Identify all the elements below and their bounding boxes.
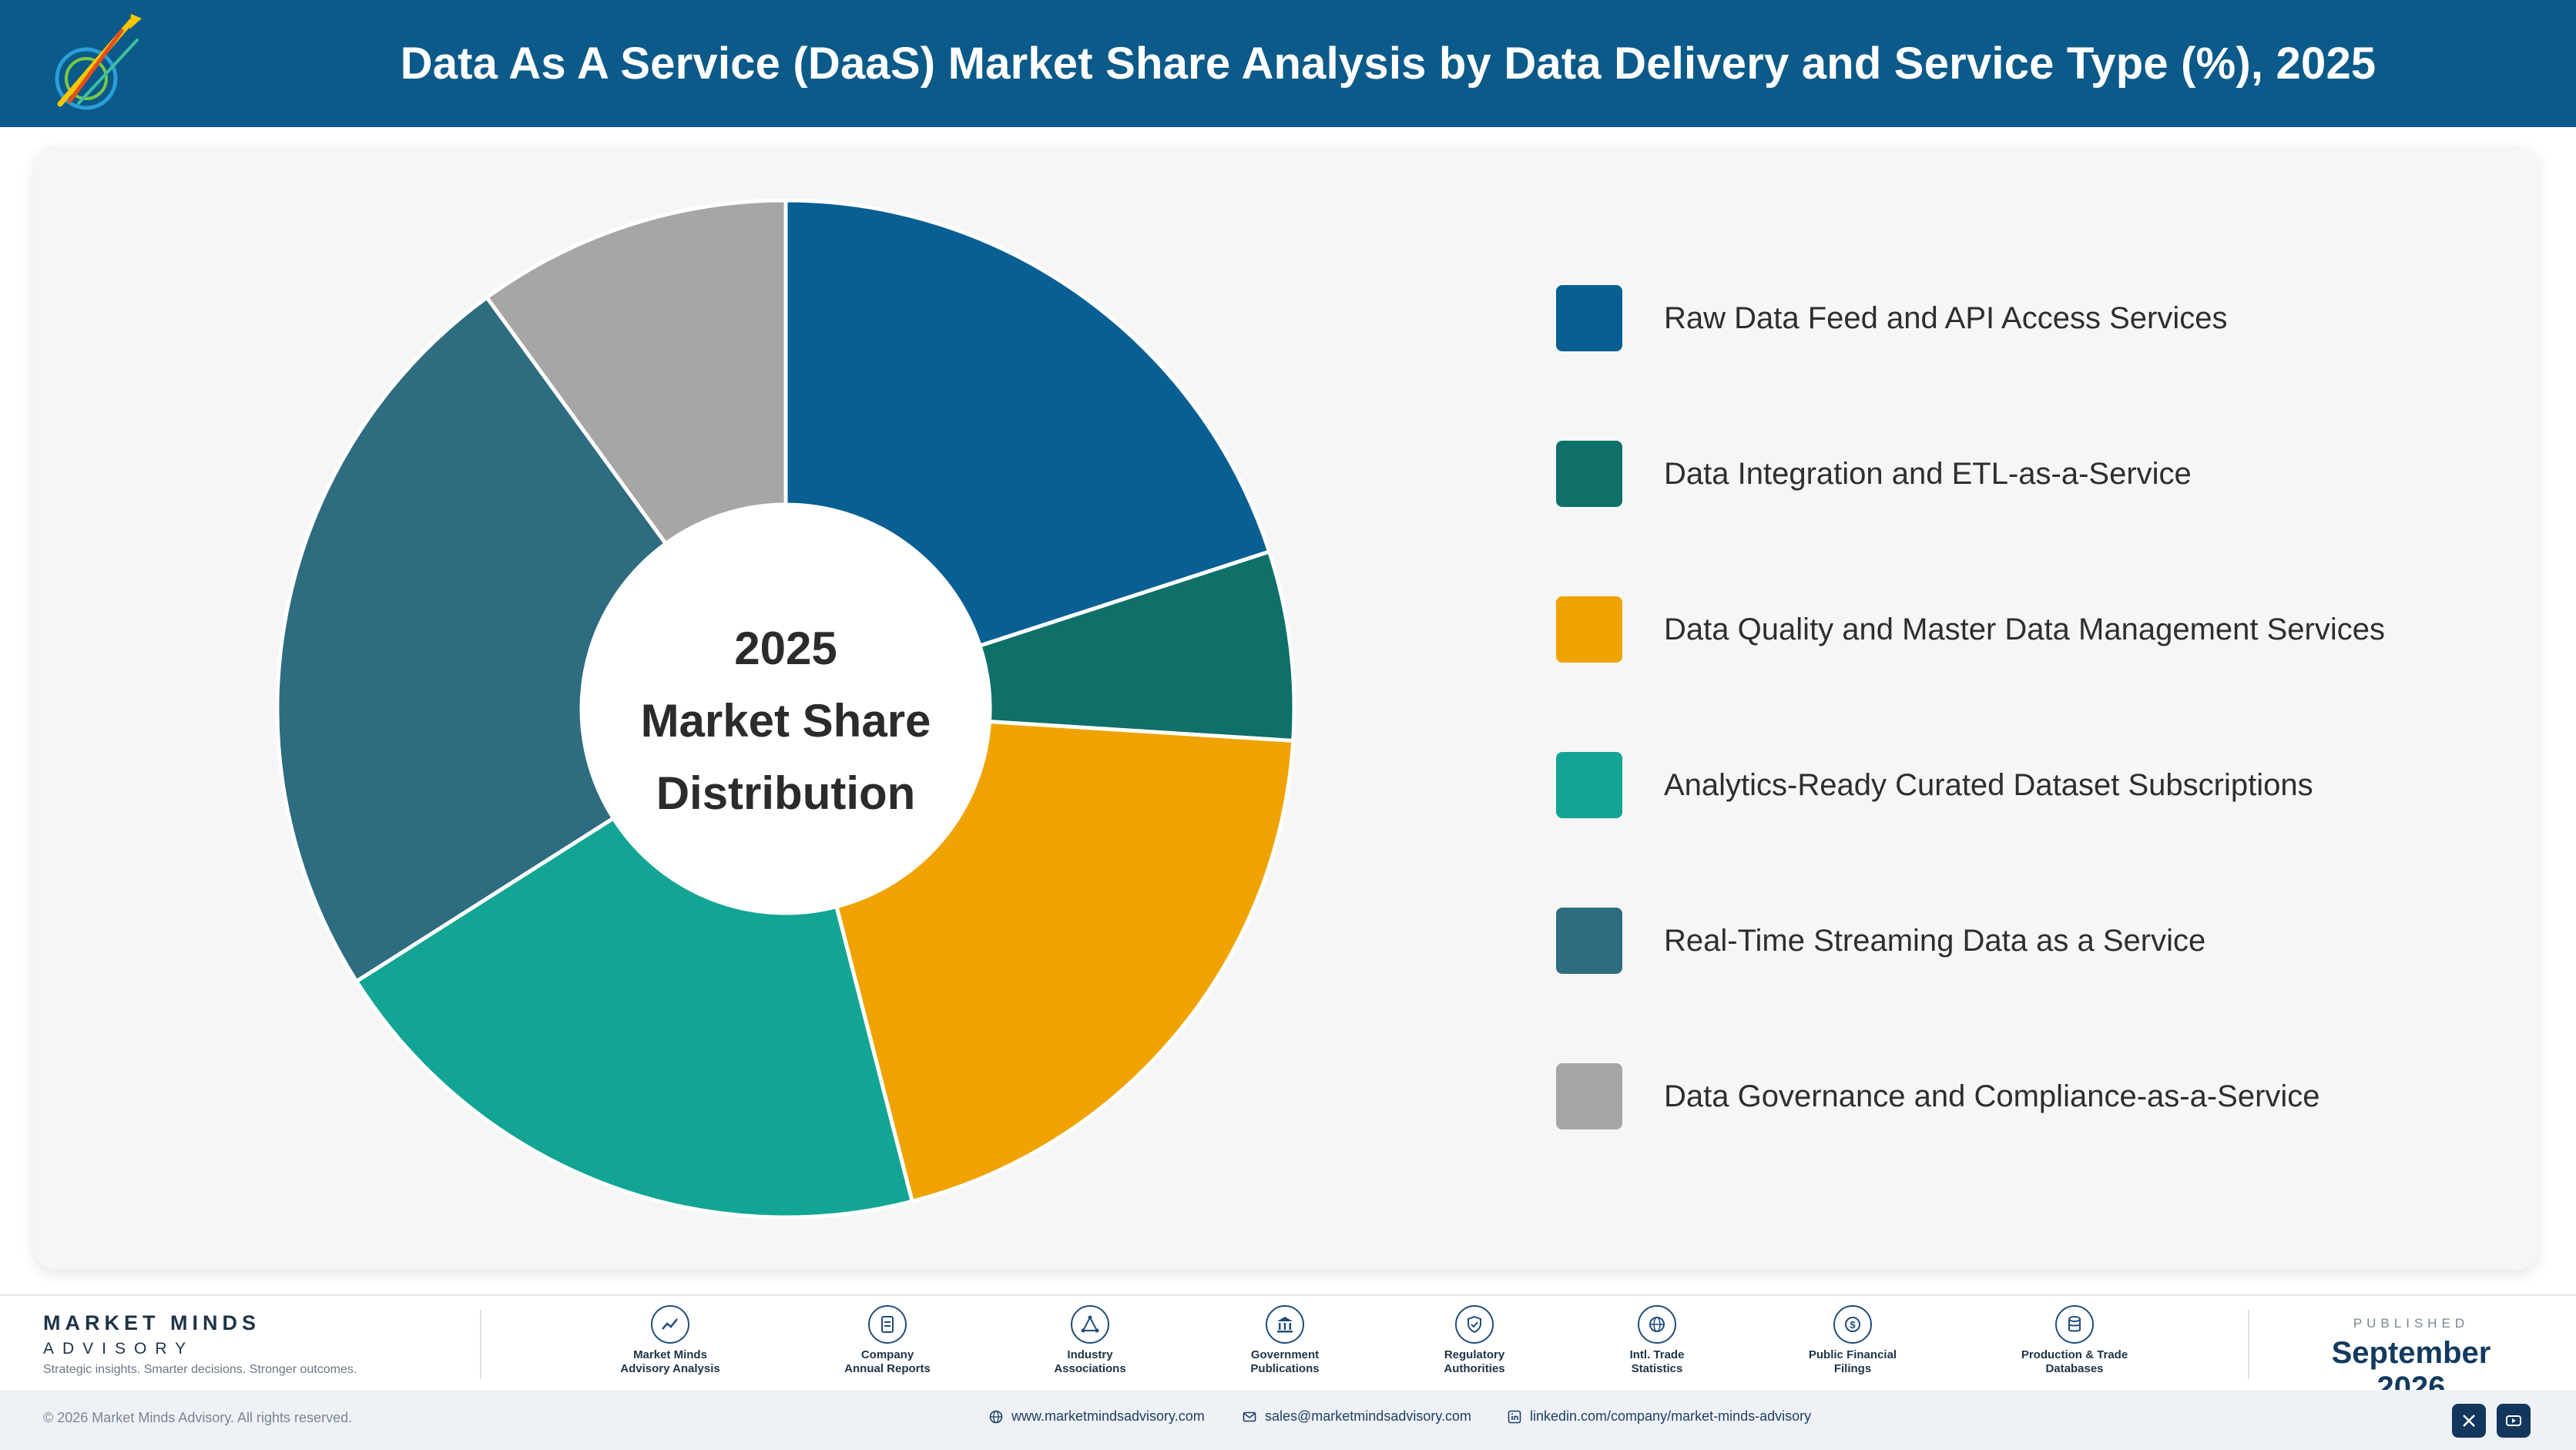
center-year: 2025 (734, 623, 837, 674)
legend-label: Real-Time Streaming Data as a Service (1664, 923, 2206, 958)
source-label: Associations (1054, 1362, 1126, 1375)
footer-divider (480, 1310, 481, 1379)
linkedin-icon (1508, 1410, 1521, 1423)
email-text: sales@marketmindsadvisory.com (1265, 1408, 1472, 1424)
legend-item: Data Governance and Compliance-as-a-Serv… (1556, 1063, 2320, 1129)
legend-label: Data Governance and Compliance-as-a-Serv… (1664, 1079, 2320, 1113)
source-label: Industry (1067, 1348, 1113, 1361)
legend-item: Data Quality and Master Data Management … (1556, 596, 2385, 663)
legend-label: Raw Data Feed and API Access Services (1664, 300, 2228, 335)
svg-text:$: $ (1850, 1319, 1856, 1331)
source-regulatory-authorities: Regulatory Authorities (1386, 1305, 1563, 1376)
page-title: Data As A Service (DaaS) Market Share An… (400, 39, 2376, 89)
source-label: Intl. Trade (1629, 1348, 1685, 1361)
source-label: Annual Reports (844, 1362, 931, 1375)
legend-swatch (1556, 752, 1622, 818)
source-company-reports: Company Annual Reports (799, 1305, 976, 1376)
legend-item: Analytics-Ready Curated Dataset Subscrip… (1556, 752, 2313, 818)
source-government-publications: Government Publications (1196, 1305, 1374, 1376)
center-line-2: Market Share (640, 695, 931, 747)
legend-swatch (1556, 441, 1622, 507)
published-label: PUBLISHED (2353, 1316, 2470, 1331)
copyright-text: © 2026 Market Minds Advisory. All rights… (43, 1410, 353, 1425)
source-label: Production & Trade (2021, 1348, 2128, 1361)
source-label: Market Minds (633, 1348, 707, 1361)
center-line-3: Distribution (656, 767, 916, 819)
legend-label: Data Quality and Master Data Management … (1664, 612, 2385, 646)
source-label: Regulatory (1444, 1348, 1505, 1361)
donut-hole (582, 505, 990, 913)
source-trade-databases: Production & Trade Databases (1986, 1305, 2163, 1376)
source-label: Public Financial (1808, 1348, 1897, 1361)
source-industry-associations: Industry Associations (1001, 1305, 1179, 1376)
brand-tagline: Strategic insights. Smarter decisions. S… (43, 1363, 357, 1376)
legend-item: Raw Data Feed and API Access Services (1556, 285, 2227, 351)
globe-icon (989, 1410, 1003, 1423)
mail-icon (1243, 1411, 1256, 1421)
source-label: Government (1250, 1348, 1320, 1361)
footer: MARKET MINDS ADVISORY Strategic insights… (0, 1294, 2576, 1405)
network-icon (1071, 1305, 1109, 1344)
source-label: Advisory Analysis (620, 1362, 720, 1375)
legend-swatch (1556, 1063, 1622, 1129)
bottom-bar: © 2026 Market Minds Advisory. All rights… (0, 1390, 2576, 1450)
source-label: Databases (2045, 1362, 2104, 1375)
company-logo (55, 14, 142, 110)
source-financial-filings: $ Public Financial Filings (1764, 1305, 1941, 1376)
legend-item: Real-Time Streaming Data as a Service (1556, 908, 2205, 974)
youtube-social-button[interactable] (2497, 1404, 2531, 1438)
legend-swatch (1556, 596, 1622, 663)
document-icon (868, 1305, 907, 1344)
brand-subtitle: ADVISORY (43, 1340, 195, 1358)
legend-label: Analytics-Ready Curated Dataset Subscrip… (1664, 767, 2313, 802)
globe-icon (1638, 1305, 1676, 1344)
database-icon (2055, 1305, 2094, 1344)
chart-line-icon (651, 1305, 689, 1344)
legend-label: Data Integration and ETL-as-a-Service (1664, 456, 2192, 491)
x-logo-icon (2463, 1415, 2475, 1427)
brand-name: MARKET MINDS (43, 1311, 260, 1334)
linkedin-link[interactable]: linkedin.com/company/market-minds-adviso… (1507, 1408, 1811, 1425)
shield-check-icon (1455, 1305, 1494, 1344)
source-market-minds: Market Minds Advisory Analysis (582, 1305, 759, 1376)
source-label: Statistics (1631, 1362, 1683, 1375)
legend-item: Data Integration and ETL-as-a-Service (1556, 441, 2192, 507)
dollar-coin-icon: $ (1833, 1305, 1872, 1344)
government-building-icon (1266, 1305, 1304, 1344)
source-trade-statistics: Intl. Trade Statistics (1568, 1305, 1746, 1376)
source-label: Publications (1250, 1362, 1320, 1375)
legend-swatch (1556, 285, 1622, 351)
donut-center-label: 2025 Market Share Distribution (585, 613, 986, 830)
source-label: Authorities (1444, 1362, 1505, 1375)
x-social-button[interactable] (2452, 1404, 2486, 1438)
legend-swatch (1556, 908, 1622, 974)
source-label: Company (860, 1348, 914, 1361)
email-link[interactable]: sales@marketmindsadvisory.com (1242, 1408, 1471, 1425)
youtube-icon (2506, 1415, 2521, 1426)
website-text: www.marketmindsadvisory.com (1011, 1408, 1205, 1424)
header-bar: Data As A Service (DaaS) Market Share An… (0, 0, 2576, 127)
website-link[interactable]: www.marketmindsadvisory.com (988, 1408, 1205, 1425)
footer-divider (2248, 1310, 2249, 1379)
linkedin-text: linkedin.com/company/market-minds-adviso… (1530, 1408, 1812, 1424)
source-label: Filings (1833, 1362, 1872, 1375)
